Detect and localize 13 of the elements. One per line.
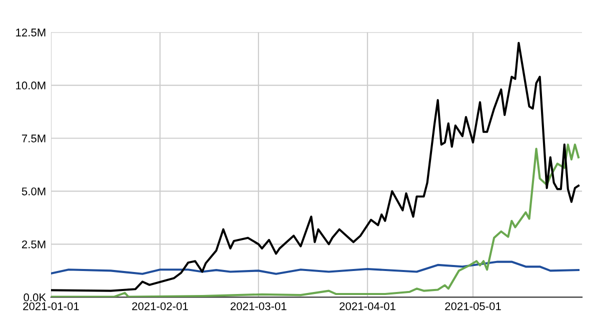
- y-tick-label: 7.5M: [22, 134, 46, 142]
- x-tick-label: 2021-05-01: [445, 302, 501, 310]
- x-tick-label: 2021-03-01: [230, 302, 286, 310]
- y-tick-label: 0.0K: [24, 293, 46, 302]
- line-series: [51, 42, 580, 292]
- x-tick-label: 2021-04-01: [340, 302, 396, 310]
- line-series: [51, 260, 580, 275]
- y-tick-label: 5.0M: [22, 187, 46, 196]
- x-tick-label: 2021-02-01: [132, 302, 188, 310]
- y-tick-label: 10.0M: [16, 82, 46, 90]
- x-tick-label: 2021-01-01: [23, 302, 79, 310]
- y-tick-label: 2.5M: [22, 240, 46, 248]
- y-tick-label: 12.5M: [16, 28, 46, 36]
